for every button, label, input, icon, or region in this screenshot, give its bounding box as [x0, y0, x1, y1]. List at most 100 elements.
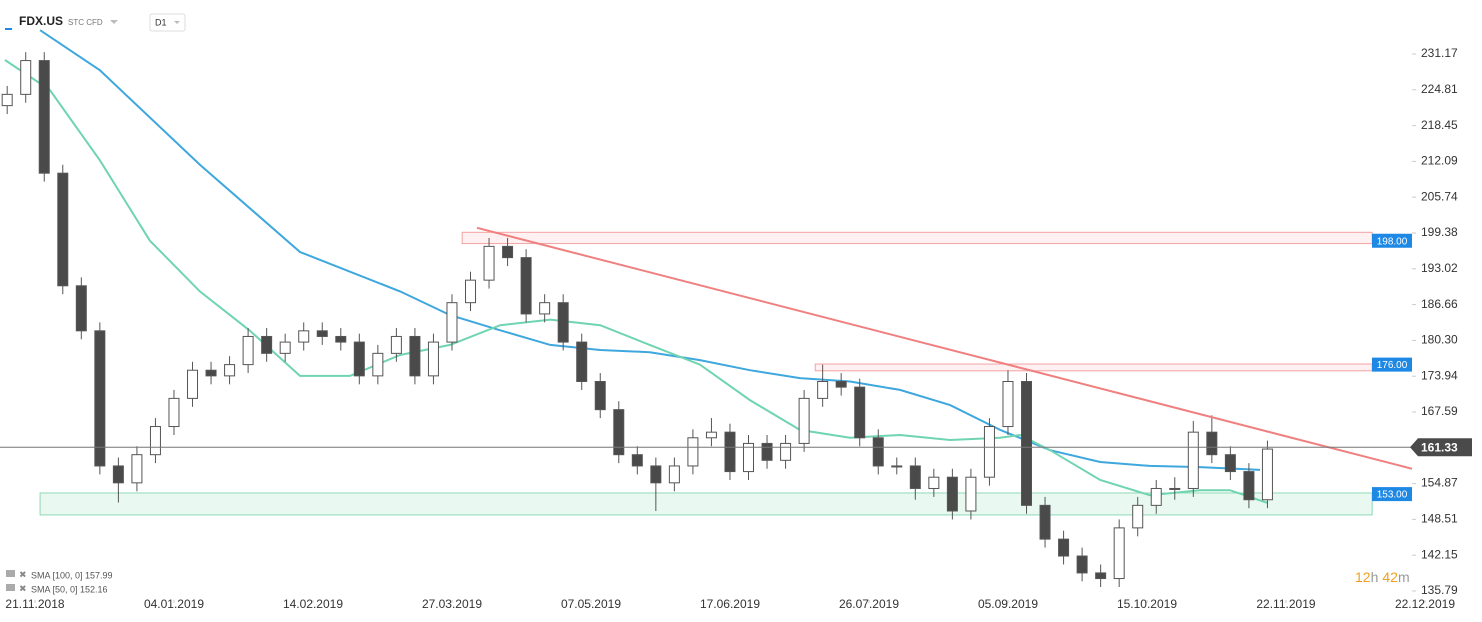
- candle-body: [57, 172, 69, 287]
- candle-body: [594, 380, 606, 411]
- candle-body: [705, 431, 717, 439]
- symbol-dropdown[interactable]: [110, 20, 118, 24]
- x-tick-label: 22.12.2019: [1395, 597, 1455, 611]
- candle-body: [928, 476, 940, 489]
- candle-body: [279, 341, 291, 354]
- y-tick-label: 218.45: [1421, 118, 1458, 132]
- candle-body: [854, 386, 866, 439]
- x-tick-label: 15.10.2019: [1117, 597, 1177, 611]
- candle-body: [1095, 572, 1107, 580]
- y-tick-label: 193.02: [1421, 261, 1458, 275]
- candle-body: [668, 465, 680, 484]
- candle-body: [1243, 471, 1255, 501]
- y-tick-label: 135.79: [1421, 583, 1458, 597]
- candle-body: [798, 397, 810, 444]
- candle-body: [112, 465, 124, 484]
- sma-line: [39, 29, 1261, 471]
- candle-body: [780, 442, 792, 461]
- x-tick-label: 14.02.2019: [283, 597, 343, 611]
- candle-body: [1076, 555, 1088, 574]
- candle-body: [20, 60, 32, 95]
- candle-body: [1039, 504, 1051, 540]
- candle-body: [205, 369, 217, 377]
- last-price-label: 161.33: [1421, 440, 1458, 454]
- x-tick-label: 22.11.2019: [1256, 597, 1315, 611]
- y-tick-label: 231.17: [1421, 46, 1458, 60]
- legend-icon[interactable]: [6, 584, 15, 591]
- candle-body: [909, 465, 921, 489]
- candle-body: [465, 279, 477, 304]
- candle-body: [168, 397, 180, 428]
- instrument: STC CFD: [68, 18, 103, 27]
- legend-icon[interactable]: [6, 570, 15, 577]
- candle-body: [761, 442, 773, 461]
- candle-body: [94, 330, 106, 467]
- symbol[interactable]: FDX.US: [19, 14, 63, 28]
- y-tick-label: 180.30: [1421, 333, 1458, 347]
- zone-label: 153.00: [1377, 490, 1408, 501]
- candle-body: [1113, 527, 1125, 580]
- candle-body: [75, 285, 87, 332]
- candle-timer: 12h 42m: [1355, 569, 1410, 585]
- candle-body: [576, 341, 588, 382]
- y-tick-label: 186.66: [1421, 297, 1458, 311]
- candle-body: [520, 257, 532, 315]
- indicator-legend: ✖ SMA [100, 0] 157.99 ✖ SMA [50, 0] 152.…: [6, 569, 113, 594]
- y-tick-label: 148.51: [1421, 512, 1458, 526]
- legend-close[interactable]: ✖: [19, 583, 27, 593]
- last-price-box: [1410, 438, 1472, 457]
- x-tick-label: 04.01.2019: [144, 597, 204, 611]
- candle-body: [743, 442, 755, 473]
- candle-body: [409, 335, 421, 377]
- zone-label-box: [1372, 357, 1412, 372]
- y-tick-label: 142.15: [1421, 547, 1458, 561]
- candle-body: [872, 437, 884, 467]
- candle-body: [1002, 380, 1014, 428]
- timer-hours: 12: [1355, 569, 1371, 585]
- legend-close[interactable]: ✖: [19, 569, 27, 579]
- y-tick-label: 205.74: [1421, 189, 1458, 203]
- candle-body: [1021, 380, 1033, 506]
- candle-body: [298, 330, 310, 343]
- interval-select[interactable]: [149, 13, 186, 32]
- candle-body: [891, 465, 903, 468]
- y-tick-label: 154.87: [1421, 476, 1458, 490]
- candle-body: [1058, 538, 1070, 557]
- candle-body: [1187, 431, 1199, 489]
- candle-body: [835, 380, 847, 388]
- x-tick-label: 05.09.2019: [978, 597, 1038, 611]
- legend-entry: SMA [50, 0] 152.16: [31, 584, 108, 594]
- candle-body: [316, 330, 328, 337]
- zone: [814, 363, 1373, 372]
- x-tick-label: 27.03.2019: [422, 597, 482, 611]
- candle-body: [335, 335, 347, 343]
- x-tick-label: 17.06.2019: [700, 597, 760, 611]
- zone-label-box: [1372, 487, 1412, 502]
- x-tick-label: 21.11.2018: [5, 597, 64, 611]
- candle-body: [1132, 504, 1144, 529]
- candle-body: [1206, 431, 1218, 456]
- zone: [39, 492, 1373, 516]
- trendline: [476, 226, 1413, 470]
- zone-label-box: [1372, 233, 1412, 248]
- y-tick-label: 212.09: [1421, 154, 1458, 168]
- candle-body: [1169, 487, 1181, 490]
- candle-body: [446, 302, 458, 343]
- candle-body: [149, 426, 161, 456]
- candle-body: [946, 476, 958, 512]
- interval: D1: [155, 17, 167, 27]
- candle-body: [724, 431, 736, 473]
- y-tick-label: 167.59: [1421, 404, 1458, 418]
- timer-hours-unit: h: [1371, 569, 1379, 585]
- candle-body: [687, 437, 699, 467]
- candle-body: [983, 426, 995, 478]
- candle-body: [483, 245, 495, 281]
- candle-body: [38, 60, 50, 174]
- candle-body: [1224, 454, 1236, 473]
- zone-label: 198.00: [1377, 236, 1408, 247]
- candle-body: [390, 335, 402, 354]
- candle-body: [631, 454, 643, 467]
